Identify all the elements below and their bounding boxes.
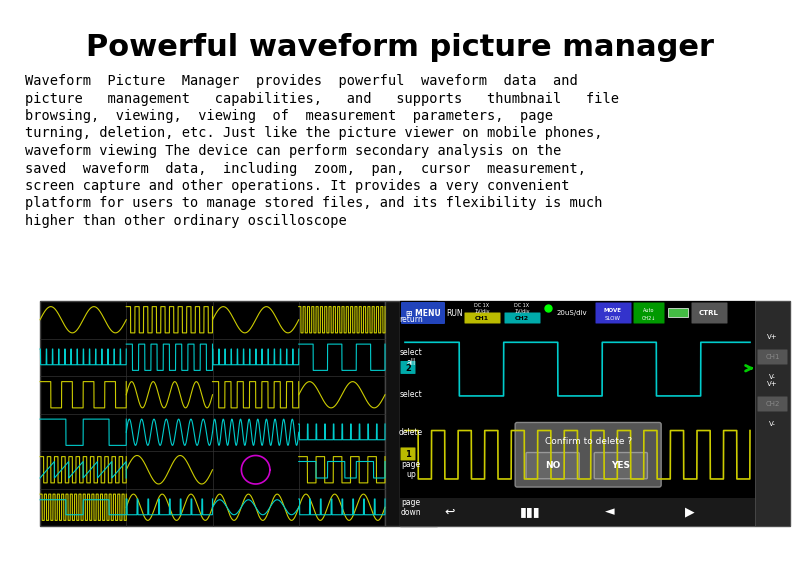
Text: ▶: ▶ [685,505,695,518]
Text: 20uS/div: 20uS/div [557,310,587,316]
Text: V-: V- [769,374,776,380]
Text: higher than other ordinary oscilloscope: higher than other ordinary oscilloscope [25,214,346,228]
Text: YES: YES [611,461,630,470]
FancyBboxPatch shape [595,303,631,324]
Text: Waveform  Picture  Manager  provides  powerful  waveform  data  and: Waveform Picture Manager provides powerf… [25,74,578,88]
Bar [385,301,437,526]
Text: V-: V- [769,421,776,427]
Bar [400,498,755,526]
Text: DC 1X
1V/div: DC 1X 1V/div [474,303,490,313]
Bar [668,308,688,317]
Text: select
all: select all [400,347,422,367]
Text: 1: 1 [405,450,411,459]
Text: CTRL: CTRL [699,310,719,316]
FancyBboxPatch shape [634,303,665,324]
Text: ◄: ◄ [605,505,615,518]
Text: CH2: CH2 [515,315,529,321]
Text: turning, deletion, etc. Just like the picture viewer on mobile phones,: turning, deletion, etc. Just like the pi… [25,127,602,141]
Text: CH2↓: CH2↓ [642,315,656,321]
Text: V+: V+ [767,381,778,387]
Text: ▮▮▮: ▮▮▮ [520,505,540,518]
Text: waveform viewing The device can perform secondary analysis on the: waveform viewing The device can perform … [25,144,562,158]
Text: V+: V+ [767,334,778,340]
Text: picture   management   capabilities,   and   supports   thumbnail   file: picture management capabilities, and sup… [25,91,619,106]
Bar [400,301,755,526]
FancyBboxPatch shape [465,313,501,324]
Text: RUN: RUN [446,309,463,317]
Text: ↩: ↩ [445,505,455,518]
Text: MOVE: MOVE [604,309,622,314]
Text: NO: NO [545,461,560,470]
Text: CH1: CH1 [475,315,489,321]
FancyBboxPatch shape [594,453,647,479]
Text: saved  waveform  data,  including  zoom,  pan,  cursor  measurement,: saved waveform data, including zoom, pan… [25,162,586,175]
FancyBboxPatch shape [758,396,787,411]
Text: platform for users to manage stored files, and its flexibility is much: platform for users to manage stored file… [25,196,602,210]
Text: CH1: CH1 [766,354,780,360]
Bar [40,301,385,526]
Text: page
down: page down [401,497,422,517]
Text: browsing,  viewing,  viewing  of  measurement  parameters,  page: browsing, viewing, viewing of measuremen… [25,109,553,123]
FancyBboxPatch shape [401,302,445,324]
Bar [400,301,790,526]
Text: page
up: page up [402,460,421,479]
FancyBboxPatch shape [758,350,787,364]
Text: select: select [400,390,422,399]
FancyBboxPatch shape [691,303,727,324]
Text: screen capture and other operations. It provides a very convenient: screen capture and other operations. It … [25,179,570,193]
Bar [755,301,790,526]
Text: Auto: Auto [643,309,654,314]
Text: ⊞ MENU: ⊞ MENU [406,309,440,317]
Text: DC 1X
1V/div: DC 1X 1V/div [514,303,530,313]
Text: return: return [399,315,423,324]
FancyBboxPatch shape [515,422,661,487]
Text: 2: 2 [405,364,411,373]
Text: Confirm to delete ?: Confirm to delete ? [545,437,632,446]
FancyBboxPatch shape [505,313,541,324]
Text: CH2: CH2 [766,401,780,407]
Text: delete: delete [399,428,423,437]
Text: Powerful waveform picture manager: Powerful waveform picture manager [86,33,714,62]
FancyBboxPatch shape [526,453,579,479]
FancyBboxPatch shape [401,361,415,374]
FancyBboxPatch shape [401,447,415,460]
Text: SLOW: SLOW [605,315,621,321]
